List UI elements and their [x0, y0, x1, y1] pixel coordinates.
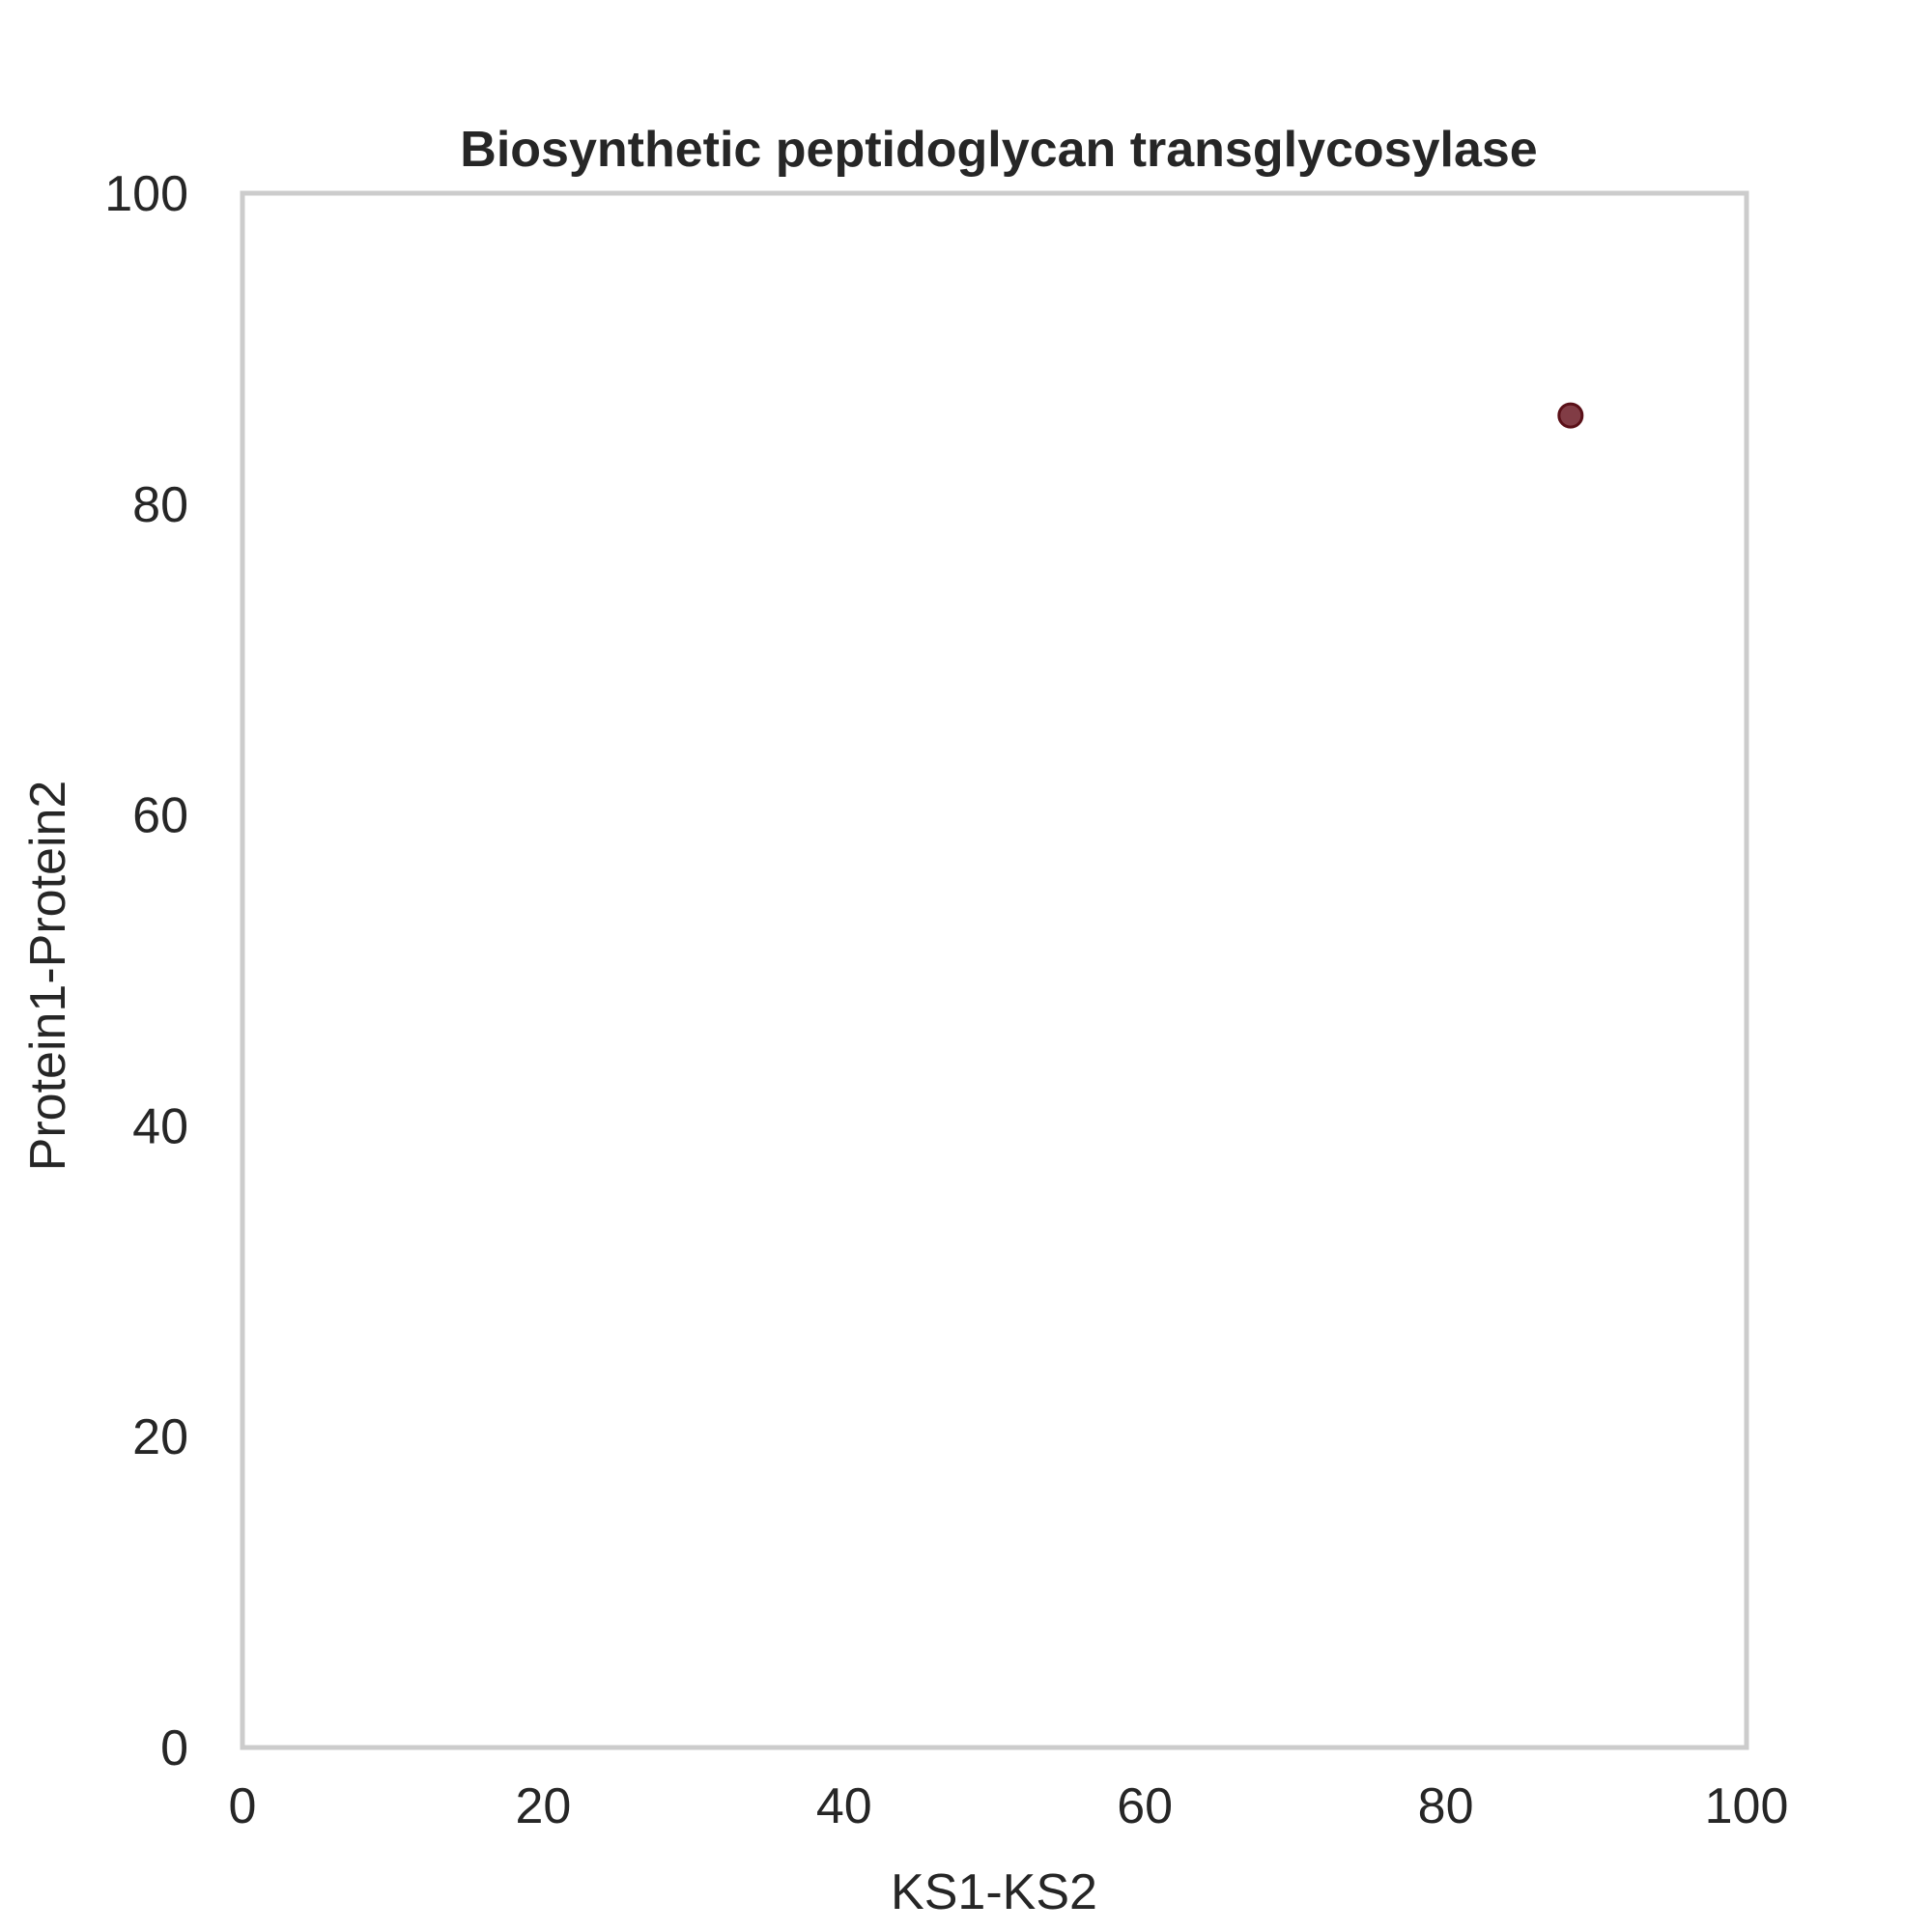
- data-points: [1557, 402, 1584, 429]
- x-tick-label: 80: [1418, 1778, 1474, 1834]
- x-axis-tick-labels: 0 20 40 60 80 100: [229, 1778, 1789, 1834]
- y-axis-label: Protein1-Protein2: [20, 781, 76, 1172]
- y-tick-label: 20: [132, 1409, 188, 1465]
- x-tick-label: 60: [1117, 1778, 1173, 1834]
- y-axis-tick-labels: 0 20 40 60 80 100: [104, 166, 188, 1776]
- x-tick-label: 40: [816, 1778, 872, 1834]
- y-tick-label: 80: [132, 477, 188, 533]
- chart-title: Biosynthetic peptidoglycan transglycosyl…: [460, 122, 1537, 178]
- x-tick-label: 0: [229, 1778, 257, 1834]
- y-tick-label: 60: [132, 788, 188, 844]
- x-tick-label: 100: [1705, 1778, 1789, 1834]
- y-tick-label: 0: [160, 1720, 188, 1776]
- data-point: [1557, 402, 1584, 429]
- x-axis-label: KS1-KS2: [891, 1864, 1097, 1920]
- y-tick-label: 40: [132, 1098, 188, 1154]
- plot-frame: [240, 190, 1749, 1750]
- x-tick-label: 20: [515, 1778, 571, 1834]
- y-tick-label: 100: [104, 166, 188, 222]
